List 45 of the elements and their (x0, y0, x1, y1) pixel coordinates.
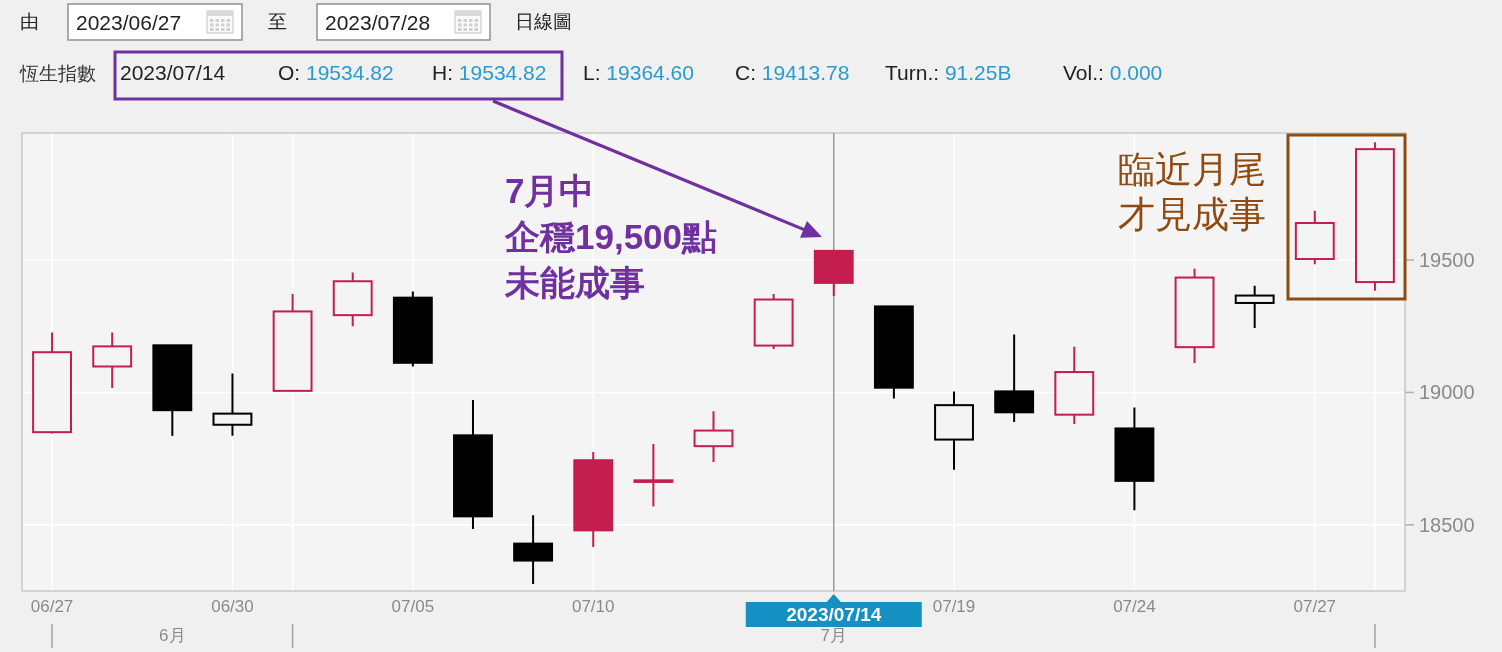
annotation: 7月中 (505, 171, 595, 210)
candlestick (994, 333, 1035, 424)
candlestick (1114, 406, 1155, 512)
text: 日線圖 (515, 11, 572, 32)
x-tick-label: 07/27 (1293, 597, 1337, 616)
x-tick-label: 07/10 (571, 597, 615, 616)
text: C: 19413.78 (735, 61, 850, 84)
candlestick (633, 443, 674, 508)
annotation: 才見成事 (1118, 194, 1266, 235)
candlestick (152, 344, 193, 437)
text: H: 19534.82 (432, 61, 547, 84)
text: 6月 (159, 626, 186, 645)
annotation: 臨近月尾 (1118, 149, 1266, 190)
candlestick (693, 410, 734, 464)
x-tick-label: 07/24 (1113, 597, 1156, 616)
candlestick (573, 451, 614, 549)
text: 2023/06/27 (76, 11, 182, 34)
candlestick (1174, 267, 1215, 365)
text: Turn.: 91.25B (885, 61, 1012, 84)
x-tick-label: 07/05 (391, 597, 435, 616)
candlestick (813, 249, 854, 297)
text: 由 (20, 11, 39, 32)
y-tick-label: 19000 (1419, 381, 1475, 404)
text: O: 19534.82 (278, 61, 394, 84)
annotation: 企穩19,500點 (504, 217, 718, 256)
x-tick-label: 2023/07/14 (786, 604, 882, 625)
x-tick-label: 06/30 (211, 597, 254, 616)
y-tick-label: 18500 (1419, 513, 1475, 536)
candlestick (513, 514, 554, 586)
candlestick (453, 399, 493, 531)
text: 2023/07/14 (120, 61, 226, 84)
candlestick (92, 331, 133, 389)
candlestick (873, 305, 914, 400)
x-tick-label: 06/27 (30, 597, 74, 616)
annotation: 未能成事 (504, 263, 645, 302)
y-tick-label: 19500 (1419, 249, 1475, 272)
text: Vol.: 0.000 (1063, 61, 1163, 84)
text: 至 (268, 11, 287, 32)
chart-title: 恆生指數 (19, 63, 96, 84)
text: 7月 (820, 626, 847, 645)
text: L: 19364.60 (583, 61, 694, 84)
candlestick (332, 271, 373, 328)
candlestick (1234, 284, 1275, 330)
x-tick-label: 07/19 (932, 597, 976, 616)
text: 2023/07/28 (325, 11, 431, 34)
